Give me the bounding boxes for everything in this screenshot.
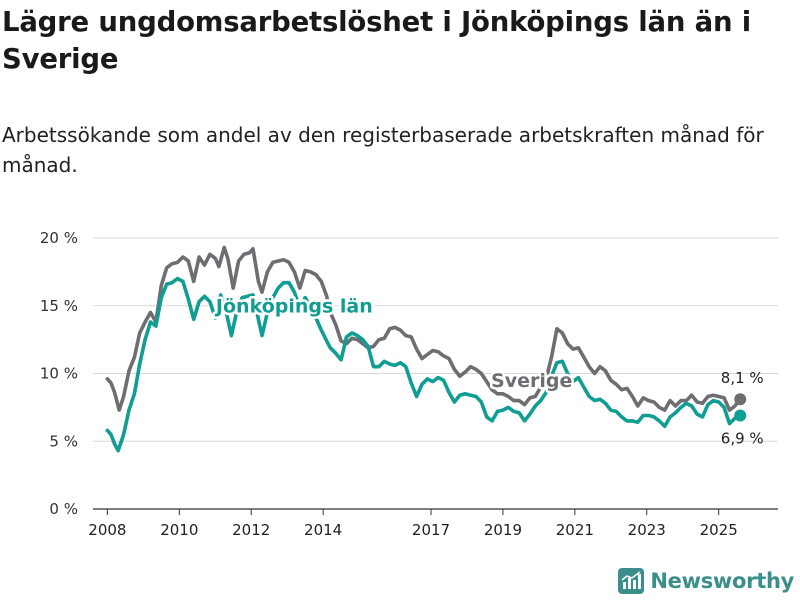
y-tick-label: 5 % [49,432,78,450]
y-tick-label: 0 % [49,500,78,518]
series-lines [105,245,747,453]
x-tick-label: 2012 [232,521,270,539]
series-name-halo-sverige: Sverige [491,370,572,392]
brand-name: Newsworthy [650,569,794,593]
x-tick-label: 2008 [88,521,126,539]
series-name-halo-jonkoping: Jönköpings län [214,296,373,318]
x-tick-label: 2025 [700,521,738,539]
grid [93,237,778,510]
x-tick-label: 2014 [304,521,342,539]
series-end-point-sverige [734,393,747,406]
end-value-label-jonkoping: 6,9 % [721,430,764,448]
series-name-label-jonkoping: Jönköpings län [214,296,373,318]
y-tick-label: 15 % [40,297,78,315]
x-tick-label: 2019 [484,521,522,539]
x-axis: 2008 2010 2012 2014 2017 2019 2021 2023 2025 [88,509,738,539]
x-tick-label: 2021 [556,521,594,539]
y-axis: 0 % 5 % 10 % 15 % 20 % [40,229,78,518]
end-value-label-sverige: 8,1 % [721,369,764,387]
newsworthy-logo-icon [618,568,645,594]
chart-subtitle: Arbetssökande som andel av den registerb… [2,123,764,177]
y-tick-label: 10 % [40,365,78,383]
series-line-jonkoping [105,276,742,453]
brand-logo: Newsworthy [618,568,794,594]
series-name-label-sverige: Sverige [491,370,572,392]
series-line-sverige [105,245,742,412]
x-tick-label: 2023 [628,521,666,539]
x-tick-label: 2017 [412,521,450,539]
x-tick-label: 2010 [160,521,198,539]
y-tick-label: 20 % [40,229,78,247]
chart-title: Lägre ungdomsarbetslöshet i Jönköpings l… [2,6,751,75]
series-end-point-jonkoping [734,409,747,422]
